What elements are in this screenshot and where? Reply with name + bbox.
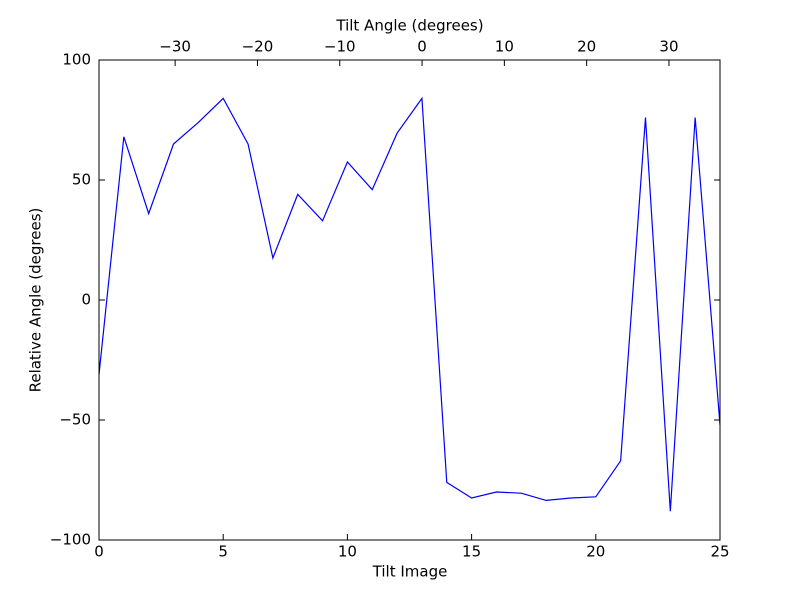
data-line [98,96,721,512]
x-tick-label: 20 [586,543,605,561]
y-tick-label: 50 [72,171,91,189]
top-tick-label: 20 [577,38,596,56]
x-tick-label: 15 [462,543,481,561]
y-tick-label: −50 [59,411,91,429]
x-tick-label: 5 [218,543,228,561]
y-tick-label: 100 [62,51,91,69]
top-axis-label: Tilt Angle (degrees) [335,17,483,35]
y-axis-label: Relative Angle (degrees) [27,208,45,393]
x-tick-label: 0 [94,543,104,561]
y-tick-label: 0 [81,291,91,309]
top-tick-label: −20 [242,38,274,56]
top-tick-label: 10 [495,38,514,56]
x-axis-label: Tilt Image [372,563,448,581]
x-tick-label: 25 [710,543,729,561]
top-tick-label: 30 [659,38,678,56]
x-tick-label: 10 [338,543,357,561]
top-tick-label: 0 [417,38,427,56]
top-tick-label: −10 [324,38,356,56]
plot-frame [98,59,721,541]
y-tick-label: −100 [50,531,91,549]
top-tick-label: −30 [159,38,191,56]
